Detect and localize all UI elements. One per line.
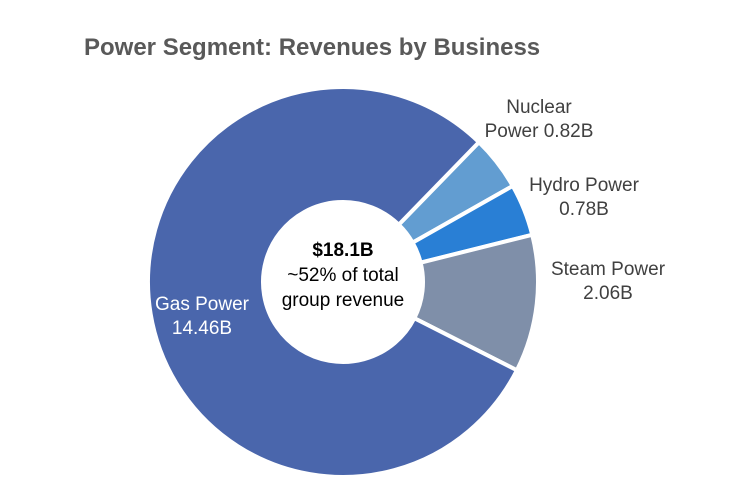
label-gas-power: Gas Power 14.46B [150,293,254,341]
label-nuclear-power-name: Nuclear [506,97,572,118]
center-share-line1: ~52% of total [287,265,399,286]
center-share-line2: group revenue [281,290,405,311]
label-nuclear-power-value: Power 0.82B [484,121,594,142]
center-total-value: $18.1B [312,240,374,261]
center-annotation: $18.1B ~52% of total group revenue [263,238,423,313]
label-hydro-power-value: 0.78B [559,199,609,220]
label-gas-power-value: 14.46B [171,318,233,339]
chart-title: Power Segment: Revenues by Business [84,34,541,61]
label-steam-power-name: Steam Power [550,259,666,280]
label-steam-power-value: 2.06B [583,283,633,304]
label-steam-power: Steam Power 2.06B [538,258,678,306]
label-hydro-power: Hydro Power 0.78B [516,174,652,222]
slice-gas-power [146,85,520,479]
label-nuclear-power: Nuclear Power 0.82B [472,96,606,144]
donut-slices [146,85,540,479]
label-hydro-power-name: Hydro Power [529,175,639,196]
label-gas-power-name: Gas Power [155,294,249,315]
